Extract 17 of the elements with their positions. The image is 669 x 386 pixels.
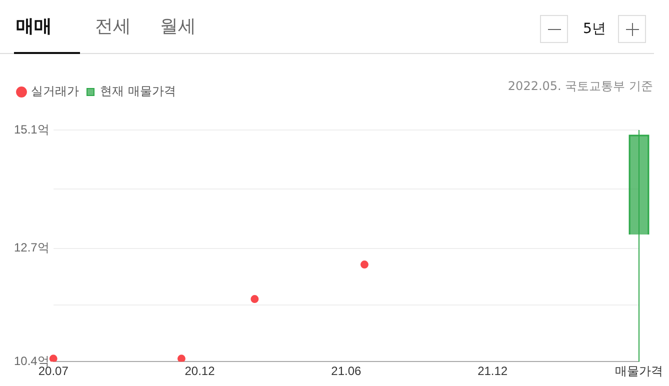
text: 5년 bbox=[583, 20, 606, 38]
x-tick-label: 20.12 bbox=[184, 364, 216, 378]
y-tick-label: 12.7억 bbox=[14, 240, 50, 255]
point bbox=[360, 260, 368, 269]
legend-label: 실거래가 bbox=[31, 84, 79, 98]
point bbox=[49, 354, 58, 362]
x-tick-label: 21.06 bbox=[331, 364, 362, 378]
text: 매매 bbox=[16, 15, 52, 38]
text: 전세 bbox=[95, 15, 131, 38]
point bbox=[250, 295, 259, 304]
text: 2022.05. 국토교통부 기준 bbox=[508, 78, 653, 95]
point bbox=[177, 354, 186, 362]
x-tick-label: 21.12 bbox=[478, 364, 508, 378]
text: 월세 bbox=[160, 15, 196, 38]
legend-label: 현재 매물가격 bbox=[100, 84, 176, 98]
x-tick-label: 매물가격 bbox=[615, 364, 663, 378]
y-tick-label: 15.1억 bbox=[14, 122, 50, 136]
